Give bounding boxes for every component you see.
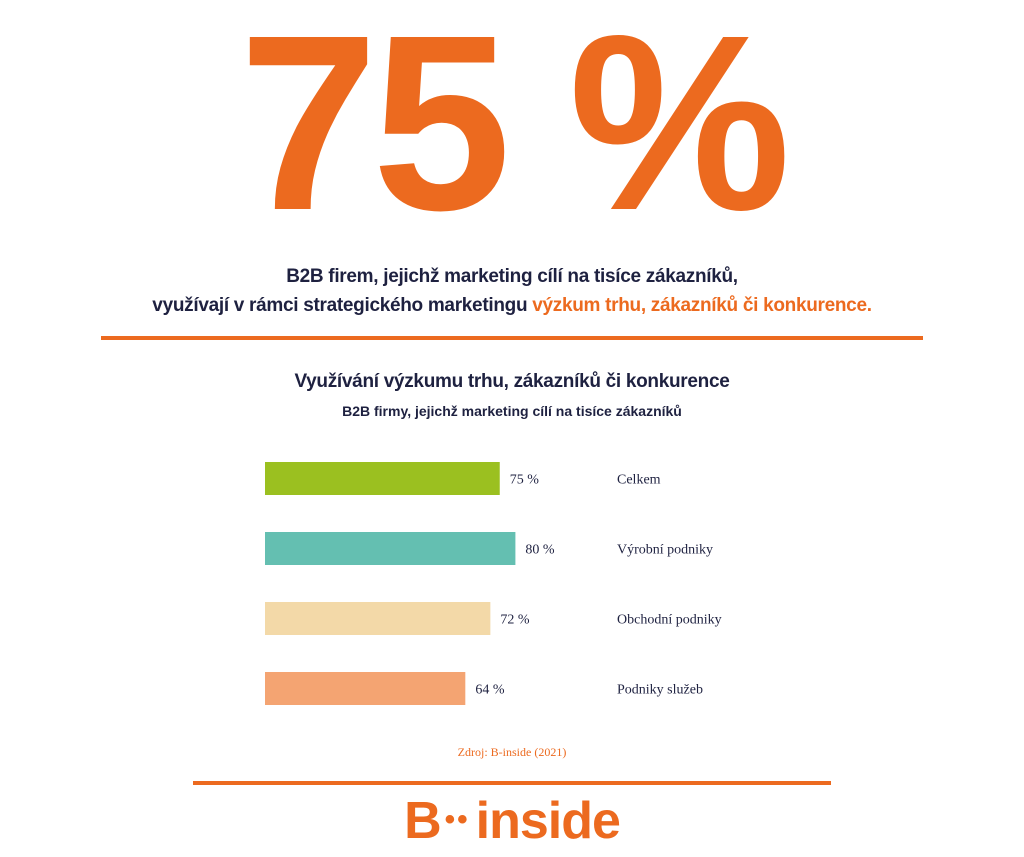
bar-value-label-1: 75 %	[510, 473, 540, 488]
bar-value-label-3: 72 %	[500, 613, 530, 628]
divider-top	[101, 336, 923, 340]
bar-category-label-3: Obchodní podniky	[617, 613, 722, 628]
headline-line-2: využívají v rámci strategického marketin…	[0, 295, 1024, 317]
chart-title: Využívání výzkumu trhu, zákazníků či kon…	[294, 371, 730, 392]
bar-category-label-4: Podniky služeb	[617, 683, 703, 698]
bar-3	[265, 602, 491, 635]
bar-value-label-4: 64 %	[475, 683, 505, 698]
b-inside-logo: B •• inside	[0, 790, 1024, 855]
headline-line-2-plain: využívají v rámci strategického marketin…	[152, 295, 533, 316]
bar-1	[265, 462, 500, 495]
logo-b: B	[404, 792, 442, 850]
bar-category-label-1: Celkem	[617, 473, 661, 488]
logo-dots: ••	[444, 803, 470, 837]
headline-line-1: B2B firem, jejichž marketing cílí na tis…	[286, 266, 738, 287]
logo-inside: inside	[475, 792, 621, 850]
headline-stat: 75 %	[239, 0, 791, 262]
chart-subtitle: B2B firmy, jejichž marketing cílí na tis…	[342, 403, 682, 419]
headline-line-2-accent: výzkum trhu, zákazníků či konkurence.	[532, 295, 872, 316]
bar-chart: 75 % Celkem 80 % Výrobní podniky 72 % Obchodn…	[265, 462, 722, 705]
source-note: Zdroj: B-inside (2021)	[457, 745, 567, 759]
bar-category-label-2: Výrobní podniky	[617, 543, 713, 558]
bar-4	[265, 672, 466, 705]
divider-bottom	[193, 781, 831, 785]
bar-value-label-2: 80 %	[525, 543, 555, 558]
bar-2	[265, 532, 516, 565]
